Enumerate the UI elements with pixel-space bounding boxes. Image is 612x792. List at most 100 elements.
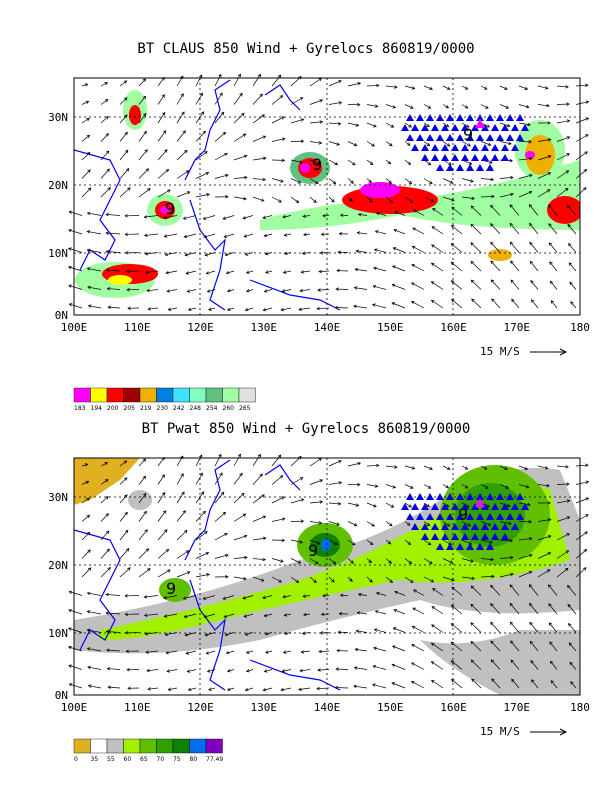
wind-arrow [575, 531, 588, 541]
wind-arrow [548, 603, 558, 615]
wind-arrow [366, 104, 378, 107]
gyre-marker [426, 134, 434, 141]
wind-arrow [309, 178, 319, 184]
wind-arrow [87, 592, 102, 596]
gyre-marker [466, 513, 474, 520]
gyre-marker [406, 114, 414, 121]
gyre-marker [406, 134, 414, 141]
gyre-marker [436, 543, 444, 550]
wind-arrow [556, 483, 570, 485]
wind-arrow [480, 539, 493, 544]
svg-text:9: 9 [312, 155, 322, 174]
claus-map-panel: 100E 110E 120E 130E 140E 150E 160E 170E 180 0N 10N… [48, 73, 590, 412]
wind-arrow [537, 155, 551, 161]
wind-arrow [176, 191, 191, 198]
wind-arrow [214, 554, 229, 559]
gyre-marker [416, 134, 424, 141]
wind-arrow [404, 104, 414, 109]
y-tick-label: 20N [48, 559, 68, 572]
gyre-marker [481, 523, 489, 530]
wind-arrow [391, 302, 406, 309]
wind-arrow [385, 576, 393, 583]
wind-arrow [81, 152, 91, 161]
wind-arrow [328, 558, 336, 564]
wind-arrow [385, 521, 393, 527]
wind-arrow [100, 133, 109, 142]
wind-arrow [556, 85, 569, 88]
wind-arrow [568, 642, 577, 652]
wind-arrow [499, 104, 509, 109]
wind-arrow [144, 215, 159, 218]
wind-arrow [413, 209, 425, 216]
wind-arrow [87, 629, 102, 633]
wind-arrow [499, 573, 514, 578]
gyre-marker [446, 543, 454, 550]
wind-arrow [470, 242, 482, 253]
gyre-marker [451, 503, 459, 510]
wind-arrow [283, 270, 292, 273]
wind-arrow [556, 103, 570, 105]
wind-arrow [138, 95, 146, 105]
wind-arrow [206, 650, 216, 654]
wind-arrow [233, 453, 241, 467]
gyre-marker [471, 144, 479, 151]
wind-arrow [411, 662, 425, 670]
wind-arrow [214, 512, 226, 522]
wind-arrow [271, 95, 283, 105]
gyre-marker [486, 134, 494, 141]
wind-arrow [214, 454, 222, 467]
gyre-marker [451, 533, 459, 540]
gyre-marker [491, 503, 499, 510]
wind-arrow [529, 584, 539, 596]
gyre-marker [516, 493, 524, 500]
gyre-marker [436, 164, 444, 171]
wind-arrow [290, 539, 303, 543]
wind-arrow [499, 85, 508, 90]
gyre-marker [496, 114, 504, 121]
wind-arrow [393, 627, 406, 633]
wind-arrow [246, 669, 254, 672]
gyre-marker [461, 523, 469, 530]
wind-arrow [461, 576, 475, 580]
wind-arrow [176, 491, 185, 504]
wind-arrow [157, 457, 165, 467]
colorbar-swatch [106, 738, 124, 754]
wind-arrow [537, 519, 551, 522]
wind-arrow [450, 641, 463, 652]
wind-arrow [282, 215, 292, 218]
wind-arrow [195, 172, 209, 179]
wind-arrow [461, 196, 475, 200]
wind-arrow [100, 496, 109, 504]
wind-arrow [490, 584, 501, 596]
map-frame [73, 77, 581, 316]
wind-arrow [119, 548, 130, 559]
wind-arrow [119, 494, 128, 504]
gyre-marker [466, 114, 474, 121]
wind-arrow [252, 576, 264, 582]
wind-arrow [164, 613, 178, 617]
wind-arrow [518, 122, 531, 126]
wind-arrow [320, 632, 330, 634]
wind-arrow [480, 575, 495, 578]
wind-arrow [373, 267, 387, 272]
wind-arrow [138, 113, 147, 124]
wind-arrow [245, 632, 254, 636]
wind-arrow [252, 454, 261, 467]
wind-arrow [404, 85, 415, 89]
wind-arrow [164, 233, 178, 237]
wind-arrow [106, 594, 121, 596]
gyre-marker [501, 144, 509, 151]
wind-arrow [244, 233, 254, 238]
wind-arrow [567, 604, 577, 615]
wind-arrow [356, 630, 368, 633]
wind-arrow [157, 510, 166, 522]
wind-arrow [145, 252, 159, 255]
wind-arrow [252, 196, 264, 202]
wind-arrow [490, 242, 501, 253]
gyre-marker [401, 124, 409, 131]
wind-arrow [119, 97, 128, 105]
colorbar-label: 260 [223, 405, 235, 412]
wind-arrow [442, 465, 451, 470]
wind-arrow [431, 661, 444, 670]
